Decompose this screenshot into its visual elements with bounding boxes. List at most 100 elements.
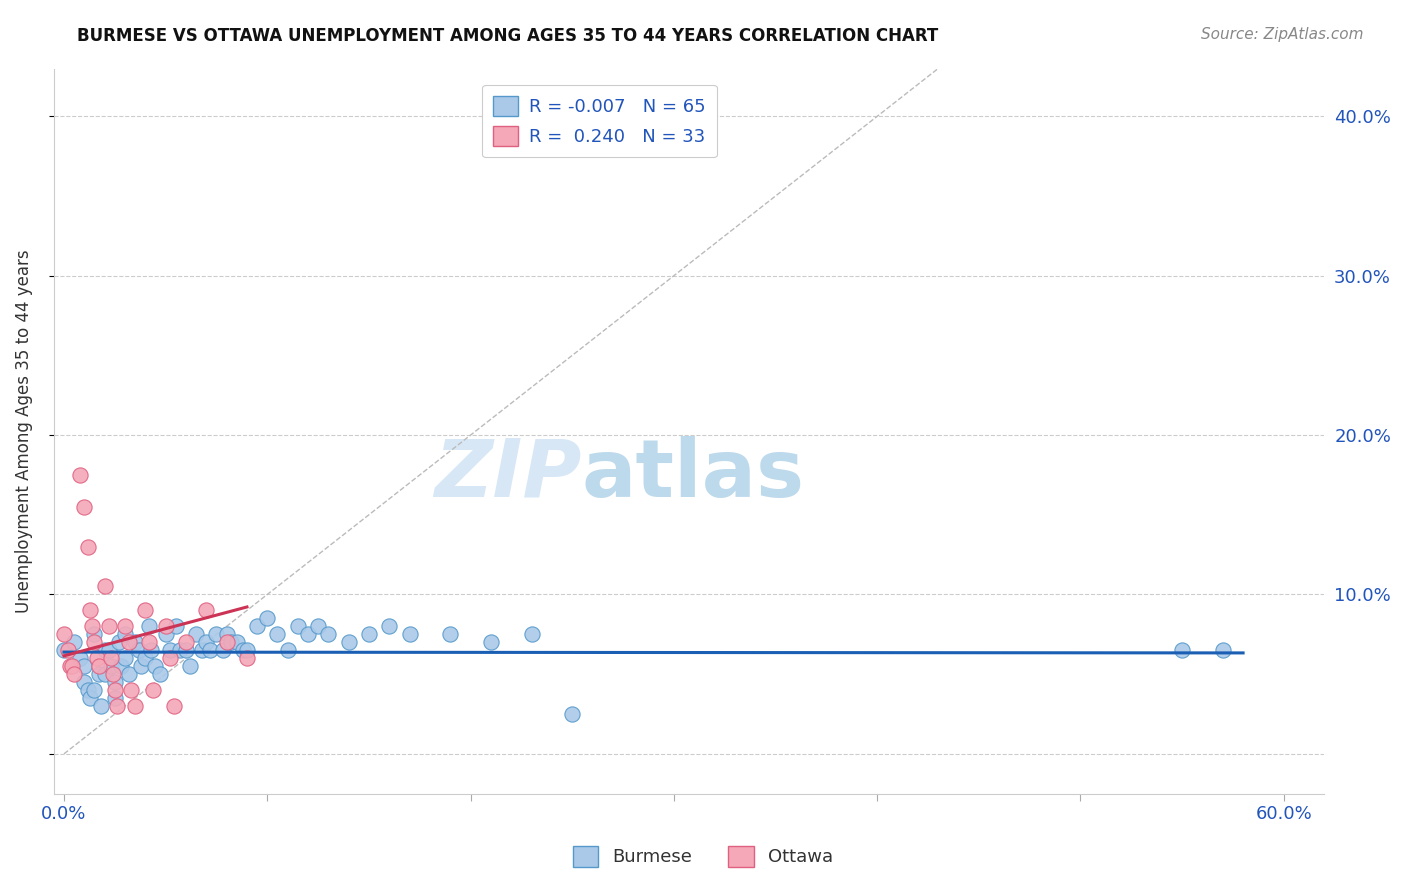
Point	[138, 635, 160, 649]
Point	[79, 603, 101, 617]
Point	[69, 467, 91, 482]
Point	[59, 659, 82, 673]
Point	[83, 683, 105, 698]
Point	[93, 667, 115, 681]
Point	[128, 643, 150, 657]
Point	[114, 651, 136, 665]
Point	[219, 635, 242, 649]
Point	[56, 643, 79, 657]
Point	[1171, 643, 1194, 657]
Text: atlas: atlas	[581, 435, 804, 514]
Point	[266, 627, 288, 641]
Point	[79, 691, 101, 706]
Point	[87, 659, 110, 673]
Point	[297, 627, 319, 641]
Point	[63, 635, 86, 649]
Point	[200, 643, 222, 657]
Point	[357, 627, 380, 641]
Point	[561, 706, 583, 721]
Point	[148, 667, 170, 681]
Point	[191, 643, 214, 657]
Point	[63, 667, 86, 681]
Point	[287, 619, 309, 633]
Point	[77, 683, 100, 698]
Point	[142, 683, 165, 698]
Point	[163, 699, 186, 714]
Point	[159, 651, 181, 665]
Point	[179, 659, 201, 673]
Point	[114, 627, 136, 641]
Point	[105, 699, 128, 714]
Point	[118, 667, 141, 681]
Text: ZIP: ZIP	[433, 435, 581, 514]
Point	[73, 659, 96, 673]
Point	[104, 691, 127, 706]
Point	[114, 619, 136, 633]
Point	[87, 667, 110, 681]
Point	[174, 643, 197, 657]
Point	[124, 635, 146, 649]
Point	[174, 635, 197, 649]
Point	[256, 611, 278, 625]
Point	[53, 627, 76, 641]
Point	[215, 635, 238, 649]
Y-axis label: Unemployment Among Ages 35 to 44 years: Unemployment Among Ages 35 to 44 years	[15, 249, 32, 613]
Point	[479, 635, 502, 649]
Legend: Burmese, Ottawa: Burmese, Ottawa	[565, 838, 841, 874]
Point	[236, 643, 259, 657]
Point	[69, 651, 91, 665]
Point	[134, 651, 156, 665]
Point	[337, 635, 360, 649]
Point	[307, 619, 329, 633]
Point	[195, 603, 218, 617]
Point	[104, 675, 127, 690]
Point	[129, 659, 152, 673]
Point	[120, 683, 142, 698]
Point	[141, 643, 163, 657]
Point	[211, 643, 233, 657]
Point	[97, 619, 120, 633]
Point	[155, 627, 177, 641]
Point	[73, 500, 96, 514]
Point	[83, 635, 105, 649]
Point	[93, 579, 115, 593]
Point	[1212, 643, 1234, 657]
Point	[205, 627, 228, 641]
Point	[124, 699, 146, 714]
Point	[236, 651, 259, 665]
Point	[186, 627, 208, 641]
Point	[86, 651, 108, 665]
Point	[277, 643, 299, 657]
Legend: R = -0.007   N = 65, R =  0.240   N = 33: R = -0.007 N = 65, R = 0.240 N = 33	[482, 85, 717, 157]
Point	[77, 540, 100, 554]
Point	[439, 627, 461, 641]
Point	[145, 659, 167, 673]
Point	[520, 627, 543, 641]
Text: Source: ZipAtlas.com: Source: ZipAtlas.com	[1201, 27, 1364, 42]
Point	[118, 635, 141, 649]
Point	[104, 683, 127, 698]
Point	[83, 627, 105, 641]
Point	[215, 627, 238, 641]
Point	[155, 619, 177, 633]
Point	[60, 659, 83, 673]
Point	[378, 619, 401, 633]
Point	[134, 603, 156, 617]
Text: BURMESE VS OTTAWA UNEMPLOYMENT AMONG AGES 35 TO 44 YEARS CORRELATION CHART: BURMESE VS OTTAWA UNEMPLOYMENT AMONG AGE…	[77, 27, 939, 45]
Point	[110, 659, 132, 673]
Point	[316, 627, 339, 641]
Point	[169, 643, 191, 657]
Point	[165, 619, 187, 633]
Point	[138, 619, 160, 633]
Point	[53, 643, 76, 657]
Point	[93, 643, 115, 657]
Point	[232, 643, 254, 657]
Point	[159, 643, 181, 657]
Point	[97, 643, 120, 657]
Point	[225, 635, 247, 649]
Point	[246, 619, 269, 633]
Point	[82, 619, 104, 633]
Point	[73, 675, 96, 690]
Point	[100, 659, 122, 673]
Point	[398, 627, 420, 641]
